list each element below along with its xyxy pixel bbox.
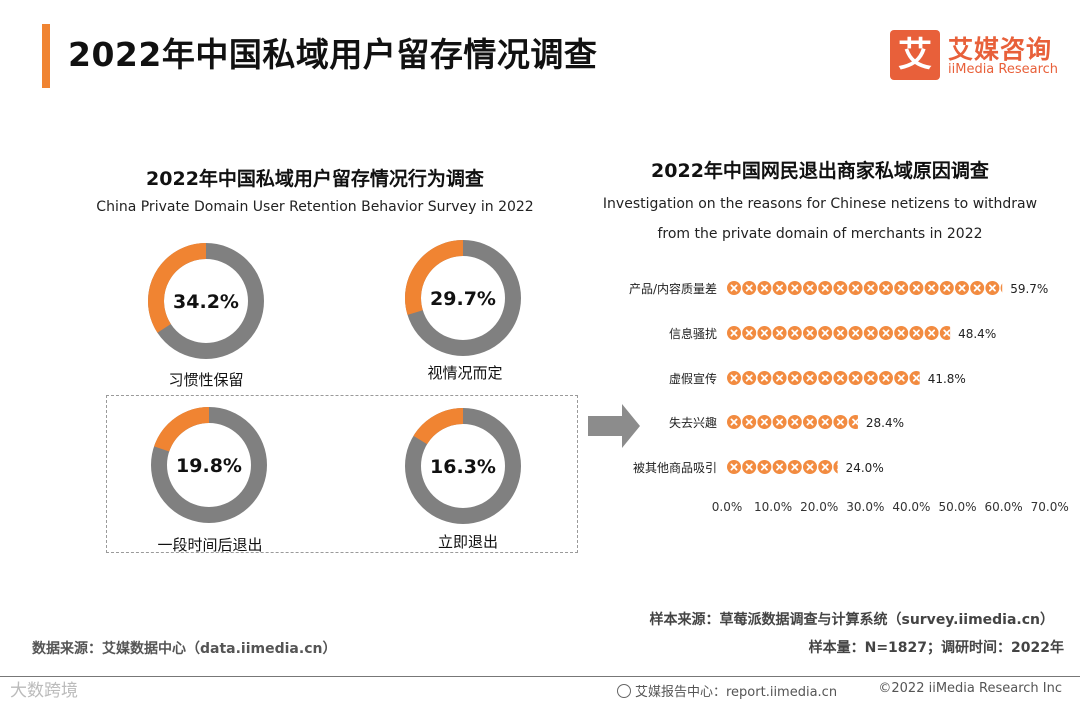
x-tick-label: 60.0% (985, 500, 1023, 514)
bar-row: 虚假宣传 41.8% (669, 371, 966, 386)
bar-category-label: 被其他商品吸引 (633, 460, 717, 475)
logo-name-en: iiMedia Research (948, 62, 1059, 77)
bar-value-label: 48.4% (958, 327, 996, 341)
bar-value-label: 28.4% (866, 416, 904, 430)
donut-value-label: 29.7% (430, 288, 496, 310)
donut-exit-later: 19.8% (151, 407, 267, 523)
brand-logo: 艾 艾媒咨询 iiMedia Research (890, 30, 1060, 82)
bar-row: 信息骚扰 48.4% (669, 326, 996, 341)
donut-label-habitual-retain: 习惯性保留 (168, 371, 244, 389)
donut-label-depends: 视情况而定 (427, 364, 503, 382)
donut-slice (148, 243, 207, 333)
donut-chart-subtitle: China Private Domain User Retention Beha… (96, 199, 534, 215)
donut-exit-now: 16.3% (405, 408, 521, 524)
x-tick-label: 40.0% (892, 500, 930, 514)
bar (727, 326, 951, 340)
x-tick-label: 70.0% (1031, 500, 1069, 514)
donut-charts: 34.2% 29.7% 19.8% 16.3% (148, 240, 521, 524)
bar-category-label: 产品/内容质量差 (629, 281, 717, 296)
donut-depends: 29.7% (405, 240, 521, 356)
donut-value-label: 16.3% (430, 456, 496, 478)
bar-value-label: 41.8% (928, 372, 966, 386)
bar-value-label: 24.0% (846, 461, 884, 475)
x-axis: 0.0% 10.0% 20.0% 30.0% 40.0% 50.0% 60.0% 70.0% (712, 500, 1069, 514)
watermark: 大数跨境 (10, 681, 78, 701)
exit-group-dashed-box (106, 395, 578, 553)
footer-report-center: 艾媒报告中心：report.iimedia.cn (617, 681, 837, 700)
donut-habitual-retain: 34.2% (148, 243, 264, 359)
bar-category-label: 失去兴趣 (669, 415, 717, 430)
donut-slice (154, 407, 210, 452)
x-tick-label: 0.0% (712, 500, 743, 514)
page-title: 2022年中国私域用户留存情况调查 (68, 35, 598, 74)
donut-value-label: 19.8% (176, 455, 242, 477)
bar-chart-subtitle-line1: Investigation on the reasons for Chinese… (602, 196, 1038, 212)
sample-size: 样本量：N=1827；调研时间：2022年 (808, 640, 1064, 656)
logo-name-cn: 艾媒咨询 (948, 35, 1053, 64)
bar-value-label: 59.7% (1010, 282, 1048, 296)
donut-chart-title: 2022年中国私域用户留存情况行为调查 (146, 168, 484, 190)
bar (727, 415, 858, 429)
bar-row: 被其他商品吸引 24.0% (633, 460, 884, 475)
donut-value-label: 34.2% (173, 291, 239, 313)
bar-row: 失去兴趣 28.4% (669, 415, 904, 430)
bar-chart-subtitle: Investigation on the reasons for Chinese… (590, 189, 1050, 249)
title-accent-bar (42, 24, 50, 88)
logo-mark: 艾 (890, 30, 940, 80)
footer-divider (0, 676, 1080, 677)
bar-category-label: 信息骚扰 (669, 326, 717, 341)
donut-slice (413, 408, 464, 445)
globe-icon (617, 684, 631, 698)
sample-source: 样本来源：草莓派数据调查与计算系统（survey.iimedia.cn） (649, 612, 1054, 628)
bar-chart-subtitle-line2: from the private domain of merchants in … (657, 226, 983, 242)
donut-label-exit-later: 一段时间后退出 (157, 536, 263, 554)
donut-label-exit-now: 立即退出 (437, 533, 498, 551)
bar-category-label: 虚假宣传 (669, 371, 717, 386)
bar-chart-title: 2022年中国网民退出商家私域原因调查 (651, 160, 989, 182)
dot-bar-chart: 产品/内容质量差 59.7% 信息骚扰 48.4% 虚假宣传 41.8% 失去兴趣 28.4%… (629, 281, 1069, 514)
x-tick-label: 20.0% (800, 500, 838, 514)
report-center-text: 艾媒报告中心：report.iimedia.cn (635, 685, 838, 700)
arrow-right-icon (588, 404, 640, 448)
bar-row: 产品/内容质量差 59.7% (629, 281, 1048, 296)
x-tick-label: 10.0% (754, 500, 792, 514)
copyright: ©2022 iiMedia Research Inc (878, 681, 1062, 696)
x-tick-label: 30.0% (846, 500, 884, 514)
bar (727, 281, 1003, 295)
data-source: 数据来源：艾媒数据中心（data.iimedia.cn） (32, 641, 337, 657)
donut-slice (405, 240, 464, 315)
bar (727, 460, 838, 474)
bar (727, 371, 920, 385)
x-tick-label: 50.0% (938, 500, 976, 514)
